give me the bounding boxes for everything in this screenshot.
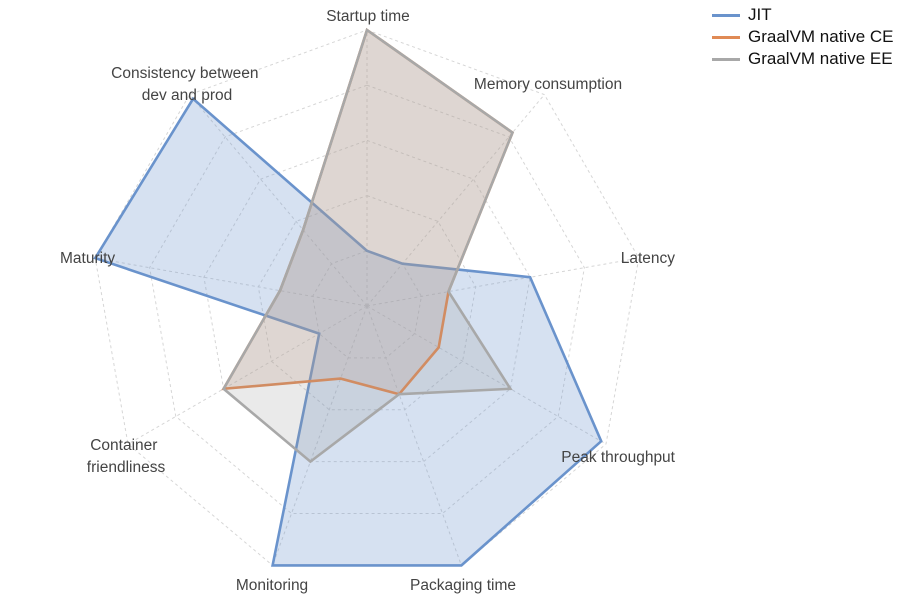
- radar-grid: [94, 29, 640, 566]
- grid-spoke-4: [366, 305, 462, 566]
- axis-label-peak-throughput: Peak throughput: [561, 449, 675, 466]
- axis-label-consistency: Consistency between dev and prod: [111, 65, 263, 104]
- grid-spoke-7: [95, 257, 368, 307]
- legend-item-graalvm-ee[interactable]: GraalVM native EE: [712, 48, 894, 70]
- axis-label-packaging-time: Packaging time: [410, 577, 516, 594]
- legend-swatch-jit: [712, 13, 740, 17]
- grid-spoke-5: [272, 305, 368, 566]
- series-jit[interactable]: [93, 96, 603, 567]
- axis-label-container-friendliness-line1: Container: [90, 437, 157, 454]
- legend-label: JIT: [748, 5, 772, 24]
- axis-label-memory-consumption: Memory consumption: [474, 76, 622, 93]
- legend-label: GraalVM native EE: [748, 49, 893, 68]
- axis-label-container-friendliness-line2: friendliness: [87, 459, 166, 476]
- grid-ring-5: [94, 29, 640, 566]
- axis-label-consistency-line1: Consistency between: [111, 65, 258, 82]
- grid-ring-4: [149, 84, 585, 514]
- legend-label: GraalVM native CE: [748, 27, 894, 46]
- axis-label-startup-time: Startup time: [326, 8, 410, 25]
- grid-ring-1: [312, 250, 422, 359]
- grid-ring-3: [203, 139, 531, 463]
- axis-label-latency: Latency: [621, 250, 676, 267]
- grid-spoke-2: [366, 257, 639, 307]
- grid-spoke-8: [189, 94, 368, 307]
- radar-series: [93, 27, 603, 567]
- legend-swatch-graalvm-ce: [712, 35, 740, 39]
- axis-label-container-friendliness: Container friendliness: [87, 437, 166, 476]
- grid-spoke-6: [127, 305, 368, 445]
- axis-label-monitoring: Monitoring: [236, 577, 308, 594]
- grid-spoke-3: [366, 305, 607, 445]
- axis-label-consistency-line2: dev and prod: [142, 87, 233, 104]
- legend-item-graalvm-ce[interactable]: GraalVM native CE: [712, 26, 894, 48]
- axis-labels: Startup time Memory consumption Latency …: [60, 8, 676, 594]
- legend-item-jit[interactable]: JIT: [712, 4, 894, 26]
- axis-label-maturity: Maturity: [60, 250, 115, 267]
- series-graalvm-native-ee[interactable]: [221, 27, 515, 464]
- legend: JIT GraalVM native CE GraalVM native EE: [712, 4, 894, 70]
- grid-spoke-1: [366, 94, 545, 307]
- legend-swatch-graalvm-ee: [712, 57, 740, 61]
- grid-ring-2: [257, 195, 477, 411]
